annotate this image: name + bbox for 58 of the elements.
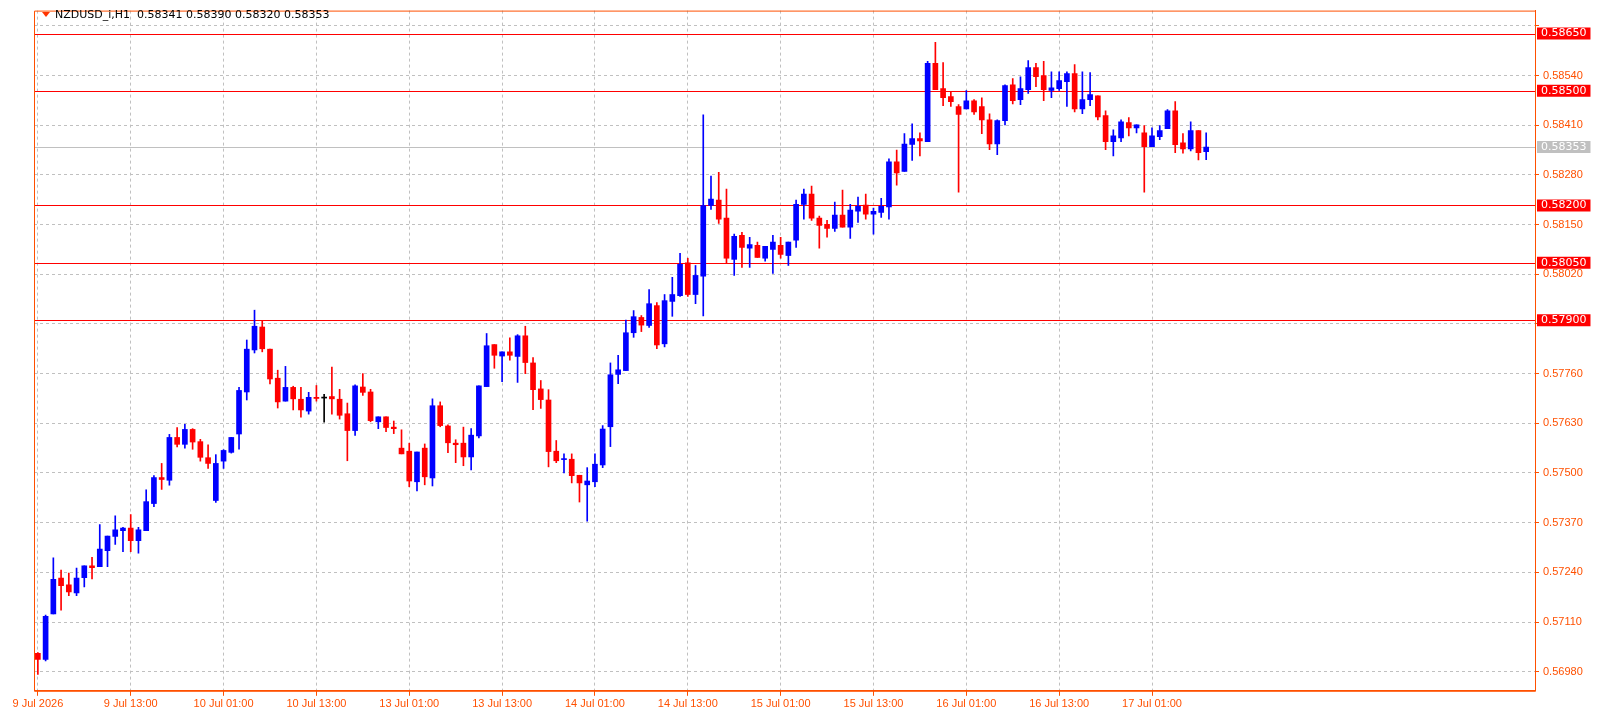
- candlestick: [615, 354, 621, 384]
- candlestick: [746, 236, 753, 268]
- x-tick-label: 13 Jul 01:00: [379, 697, 440, 710]
- candlestick: [1110, 129, 1117, 157]
- chart-title: NZDUSD_i,H1 0.58341 0.58390 0.58320 0.58353: [55, 8, 330, 21]
- candlestick: [329, 366, 335, 415]
- x-tick-label: 14 Jul 01:00: [564, 697, 625, 710]
- x-tick-label: 14 Jul 13:00: [657, 697, 718, 710]
- ref-line-label: 0.58650: [1541, 26, 1587, 40]
- x-tick-label: 10 Jul 13:00: [286, 697, 347, 710]
- x-tick-label: 15 Jul 13:00: [843, 697, 904, 710]
- candlestick: [205, 444, 211, 469]
- x-tick-label: 13 Jul 13:00: [472, 697, 533, 710]
- y-tick-label: 0.58150: [1543, 217, 1583, 230]
- candlestick: [360, 373, 366, 396]
- ref-line-label: 0.58500: [1541, 83, 1587, 97]
- candlestick: [1064, 71, 1070, 107]
- candlestick: [917, 132, 923, 157]
- candlestick: [824, 220, 830, 238]
- candlestick: [120, 526, 126, 553]
- x-tick-label: 10 Jul 01:00: [193, 697, 254, 710]
- candlestick: [507, 337, 513, 361]
- candlestick: [58, 569, 64, 611]
- candlestick: [584, 467, 591, 522]
- y-tick-label: 0.58540: [1543, 68, 1583, 81]
- y-tick-label: 0.57760: [1543, 366, 1583, 379]
- candlestick: [669, 277, 676, 317]
- y-tick-label: 0.56980: [1543, 664, 1583, 677]
- candlestick: [452, 439, 459, 463]
- x-tick-label: 16 Jul 01:00: [936, 697, 997, 710]
- ref-line-label: 0.58353: [1541, 139, 1587, 153]
- candlestick: [708, 175, 714, 210]
- candlestick: [112, 515, 119, 545]
- y-tick-label: 0.58410: [1543, 118, 1583, 131]
- ref-line-label: 0.57900: [1541, 312, 1587, 326]
- ref-line-label: 0.58200: [1541, 198, 1587, 212]
- y-tick-label: 0.57240: [1543, 565, 1583, 578]
- y-tick-label: 0.57630: [1543, 416, 1583, 429]
- y-tick-label: 0.57500: [1543, 466, 1583, 479]
- candlestick: [390, 420, 397, 434]
- x-tick-label: 16 Jul 13:00: [1029, 697, 1090, 710]
- x-tick-label: 15 Jul 01:00: [750, 697, 811, 710]
- ref-line-label: 0.58050: [1541, 255, 1587, 269]
- x-tick-label: 9 Jul 13:00: [103, 697, 158, 710]
- candlestick: [909, 123, 915, 161]
- y-tick-label: 0.58280: [1543, 167, 1583, 180]
- y-tick-label: 0.57370: [1543, 515, 1583, 528]
- candlestick: [1141, 125, 1148, 193]
- candlestick: [1203, 132, 1209, 160]
- candlestick: [561, 453, 567, 474]
- y-tick-label: 0.58020: [1543, 267, 1583, 280]
- candlestick: [770, 234, 776, 274]
- x-tick-label: 9 Jul 2026: [12, 697, 64, 710]
- candlestick: [855, 196, 861, 223]
- candlestick: [1087, 72, 1093, 107]
- x-tick-label: 17 Jul 01:00: [1122, 697, 1182, 710]
- y-tick-label: 0.57110: [1543, 615, 1582, 628]
- candlestick: [816, 215, 823, 249]
